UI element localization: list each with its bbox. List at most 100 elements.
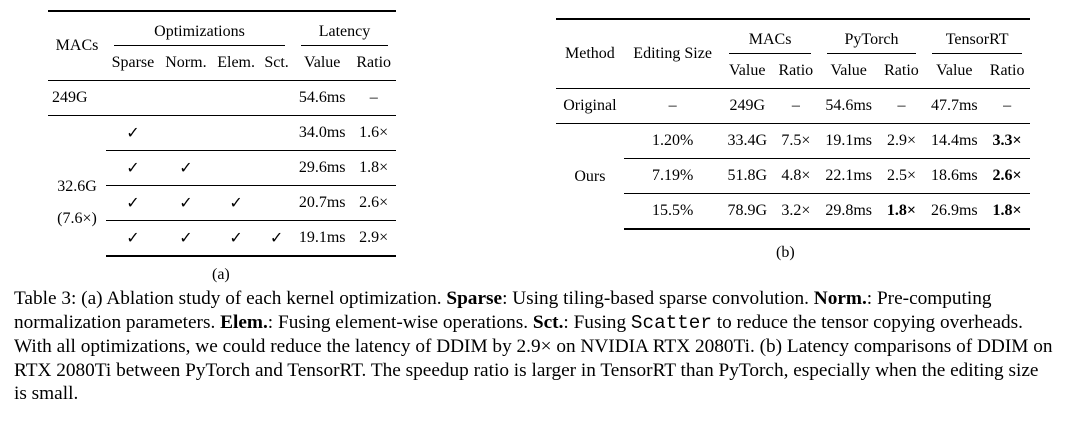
table-cell: ✓	[159, 150, 213, 186]
table-cell: 2.9×	[351, 220, 396, 257]
caption: Table 3: (a) Ablation study of each kern…	[14, 287, 1054, 406]
table-cell: Ratio	[884, 62, 919, 79]
table-cell: 1.8×	[878, 193, 925, 230]
table-cell: 22.1ms	[818, 158, 879, 194]
table-cell: Value	[830, 62, 867, 79]
table-row: 249G 54.6ms –	[48, 80, 396, 116]
table-cell: Latency	[292, 10, 396, 46]
table-cell: ✓	[212, 185, 261, 221]
table-row: 32.6G (7.6×) ✓ 34.0ms 1.6×	[48, 115, 396, 256]
table-cell: 18.6ms	[924, 158, 985, 194]
table-cell	[260, 115, 293, 151]
table-cell	[159, 80, 213, 116]
table-row: Method Editing Size MACs PyTorch TensorR…	[556, 18, 1030, 89]
table-cell	[260, 80, 293, 116]
table-cell: 3.3×	[984, 123, 1030, 159]
caption-text: Table 3: (a) Ablation study of each kern…	[14, 288, 447, 309]
table-row: ✓ ✓ ✓ ✓ 19.1ms 2.9×	[48, 220, 396, 257]
table-cell: Value	[303, 54, 341, 71]
table-cell: MACs	[721, 18, 819, 54]
table-cell: Ours	[556, 123, 624, 229]
table-cell: ✓	[106, 220, 160, 257]
table-cell: ✓	[106, 115, 160, 151]
table-cell: –	[772, 88, 819, 124]
table-a-label: (a)	[212, 266, 230, 283]
table-cell	[212, 80, 261, 116]
cell-text: Latency	[300, 23, 388, 46]
table-cell: ✓	[159, 185, 213, 221]
table-cell	[212, 150, 261, 186]
table-cell	[260, 185, 293, 221]
table-cell: 4.8×	[772, 158, 819, 194]
table-cell: Original	[556, 88, 624, 124]
caption-text: : Fusing	[563, 311, 631, 333]
table-cell: 47.7ms	[924, 88, 985, 124]
table-b-label: (b)	[776, 244, 795, 261]
caption-bold: Elem.	[220, 311, 268, 333]
table-cell: 2.6×	[984, 158, 1030, 194]
caption-bold: Sct.	[532, 311, 564, 333]
table-cell: Ratio	[989, 62, 1025, 79]
table-row: ✓ ✓ ✓ 20.7ms 2.6×	[48, 185, 396, 221]
table-cell: 20.7ms	[292, 185, 352, 221]
table-cell: 26.9ms	[924, 193, 985, 230]
table-cell: 34.0ms	[292, 115, 352, 151]
table-cell: 54.6ms	[818, 88, 879, 124]
table-cell	[212, 115, 261, 151]
cell-text: PyTorch	[826, 31, 917, 54]
caption-text: to reduce the tensor copying overheads. …	[14, 311, 1053, 405]
table-cell: 3.2×	[772, 193, 819, 230]
table-cell: Sct.	[264, 54, 289, 71]
table-cell	[106, 80, 160, 116]
table-cell: MACs	[48, 10, 106, 81]
table-cell: ✓	[212, 220, 261, 257]
table-cell: 78.9G	[721, 193, 773, 230]
table-cell: 32.6G (7.6×)	[48, 115, 106, 256]
table-row: 15.5% 78.9G 3.2× 29.8ms 1.8× 26.9ms 1.8×	[556, 193, 1030, 230]
table-cell: 2.6×	[351, 185, 396, 221]
table-row: ✓ ✓ 29.6ms 1.8×	[48, 150, 396, 186]
table-cell: ✓	[106, 150, 160, 186]
table-cell: PyTorch	[818, 18, 925, 54]
table-cell	[159, 115, 213, 151]
table-cell: 1.20%	[623, 123, 722, 159]
table-row: Sparse Norm. Elem. Sct. Value Ratio	[48, 46, 396, 81]
table-cell: Value	[729, 62, 766, 79]
table-cell	[260, 150, 293, 186]
cell-text: (7.6×)	[57, 210, 97, 227]
caption-code: Scatter	[630, 311, 712, 334]
table-cell: 29.6ms	[292, 150, 352, 186]
table-cell: ✓	[260, 220, 293, 257]
table-cell: 33.4G	[721, 123, 773, 159]
cell-text: TensorRT	[932, 31, 1022, 54]
table-cell: 2.9×	[878, 123, 925, 159]
table-row: Value Ratio Value Ratio Value Ratio	[556, 54, 1030, 89]
table-cell: 1.8×	[351, 150, 396, 186]
table-cell: Ratio	[356, 54, 392, 71]
table-cell: 29.8ms	[818, 193, 879, 230]
table-cell: 7.5×	[772, 123, 819, 159]
table-cell: –	[351, 80, 396, 116]
table-cell: Sparse	[111, 54, 155, 71]
table-cell: 54.6ms	[292, 80, 352, 116]
table-cell: TensorRT	[924, 18, 1030, 54]
table-row: Ours 1.20% 33.4G 7.5× 19.1ms 2.9× 14.4ms 3.3…	[556, 123, 1030, 229]
table-cell: Elem.	[217, 54, 255, 71]
table-cell: Editing Size	[623, 18, 722, 89]
table-cell: 249G	[721, 88, 773, 124]
table-cell: Method	[556, 18, 624, 89]
caption-bold: Norm.	[813, 288, 867, 309]
table-row: Original – 249G – 54.6ms – 47.7ms –	[556, 88, 1030, 124]
table-cell: 2.5×	[878, 158, 925, 194]
table-cell: –	[623, 88, 722, 124]
table-cell: Norm.	[165, 54, 207, 71]
caption-text: : Pre-computing normalization parameters…	[14, 288, 992, 333]
table-a: MACs Optimizations Latency Sparse Norm. El…	[48, 10, 396, 257]
table-cell: 7.19%	[623, 158, 722, 194]
table-cell: –	[984, 88, 1030, 124]
table-row: MACs Optimizations Latency	[48, 10, 396, 81]
table-cell: ✓	[106, 185, 160, 221]
table-cell: 249G	[48, 80, 106, 116]
